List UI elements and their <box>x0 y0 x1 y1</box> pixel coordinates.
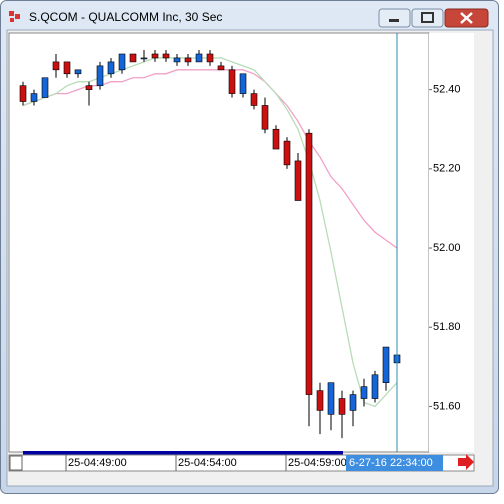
y-tick-label: 51.60 <box>433 400 461 412</box>
candle-body <box>206 53 214 63</box>
candle-body <box>118 53 126 71</box>
candle-body <box>316 390 324 411</box>
candle-body <box>261 105 269 130</box>
candle-body <box>228 69 236 94</box>
candle-body <box>173 57 181 63</box>
x-tick-label: 25-04:59:00 <box>288 457 347 469</box>
candle-body <box>360 386 368 399</box>
candle-body <box>217 65 225 71</box>
corner-box[interactable] <box>9 455 23 471</box>
x-tick-label: 25-04:54:00 <box>178 457 237 469</box>
candle-body <box>195 53 203 63</box>
y-tick-label: 51.80 <box>433 321 461 333</box>
x-tick-label: 25-04:49:00 <box>68 457 127 469</box>
candle-body <box>85 85 93 90</box>
candle-body <box>19 85 27 102</box>
candle-body <box>107 61 115 75</box>
cursor-label: 6-27-16 22:34:00 <box>349 457 433 469</box>
scrollbar[interactable] <box>23 451 343 455</box>
candle-body <box>371 374 379 399</box>
candle-body <box>239 73 247 94</box>
candle-body <box>250 93 258 106</box>
minimize-button[interactable] <box>378 8 411 28</box>
candle-body <box>140 57 148 60</box>
candle-body <box>151 53 159 59</box>
cursor-label-box <box>346 455 443 471</box>
y-tick-label: 52.40 <box>433 84 461 96</box>
scroll-right-arrow[interactable] <box>458 454 474 470</box>
candle-body <box>338 398 346 415</box>
candle-body <box>382 346 390 383</box>
app-icon <box>9 11 20 22</box>
y-tick-label: 52.00 <box>433 242 461 254</box>
candle-body <box>30 93 38 102</box>
candle-body <box>272 128 280 150</box>
moving-average-line <box>22 69 398 249</box>
maximize-button[interactable] <box>411 8 444 28</box>
window-title: S.QCOM - QUALCOMM Inc, 30 Sec <box>29 10 222 24</box>
candle-body <box>294 160 302 201</box>
candle-body <box>129 53 137 63</box>
candle-body <box>327 382 335 415</box>
candle-body <box>96 65 104 86</box>
y-tick-label: 52.20 <box>433 163 461 175</box>
close-button[interactable] <box>444 8 489 28</box>
candle-body <box>52 61 60 71</box>
candle-body <box>162 53 170 59</box>
candle-body <box>349 394 357 411</box>
price-axis <box>429 33 474 452</box>
candle-body <box>283 140 291 166</box>
candle-body <box>184 57 192 63</box>
candle-body <box>41 77 49 98</box>
candle-body <box>305 132 313 395</box>
candle-body <box>63 61 71 75</box>
candle-body <box>74 69 82 75</box>
